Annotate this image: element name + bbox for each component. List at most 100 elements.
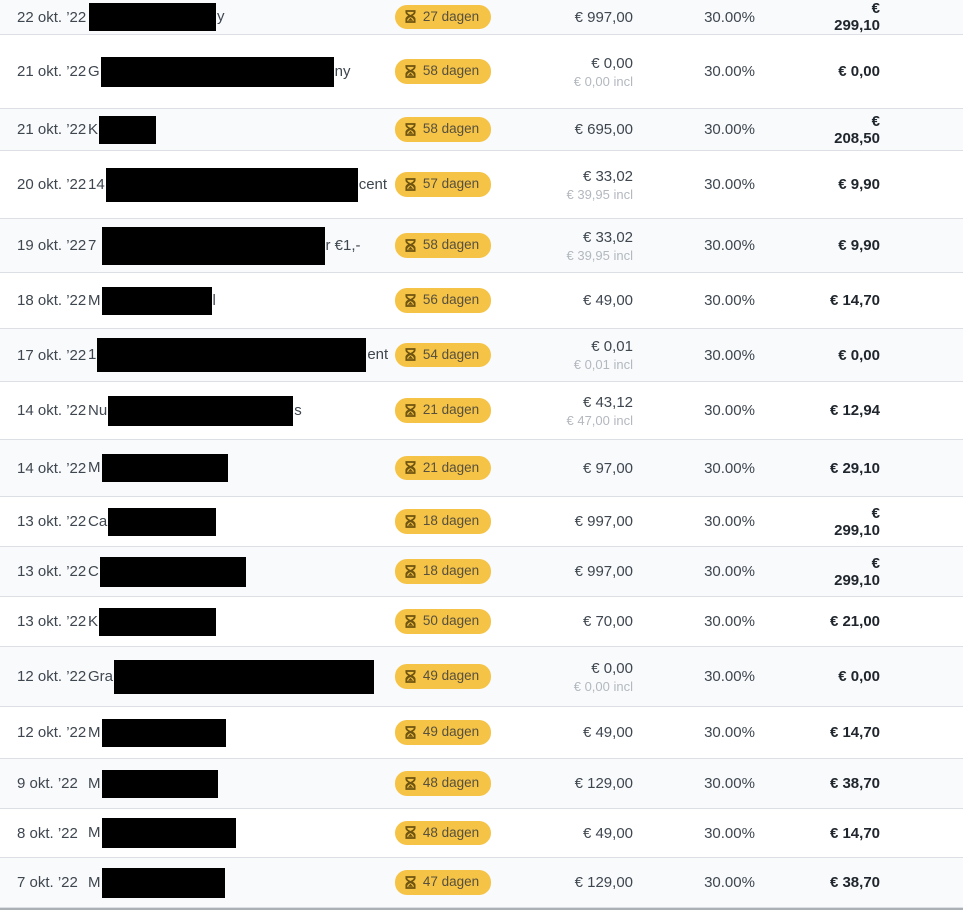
days-remaining-badge: 48 dagen [394, 820, 492, 846]
days-remaining-label: 18 dagen [422, 563, 480, 579]
amount-cell: € 997,00 [498, 513, 633, 530]
table-row[interactable]: 13 okt. ’22 Ca 18 dagen € 997,00 30.00% … [0, 497, 963, 547]
days-remaining-badge: 49 dagen [394, 664, 492, 689]
redaction-bar [101, 286, 212, 315]
order-date: 17 okt. ’22 [17, 346, 87, 364]
amount-excl: € 49,00 [582, 292, 633, 309]
redaction-bar [105, 167, 358, 202]
commission-amount: € 299,10 [834, 554, 880, 589]
amount-cell: € 70,00 [498, 613, 633, 630]
table-row[interactable]: 7 okt. ’22 M 47 dagen € 129,00 30.00% € … [0, 858, 963, 908]
customer-name: M [88, 867, 388, 898]
days-remaining-label: 58 dagen [422, 121, 480, 137]
customer-name: 7 r €1,- [88, 226, 388, 265]
customer-name-prefix: M [88, 458, 101, 476]
table-row[interactable]: 13 okt. ’22 C 18 dagen € 997,00 30.00% €… [0, 547, 963, 597]
customer-name-prefix: K [88, 612, 99, 630]
redaction-bar [99, 607, 217, 636]
customer-name-prefix: M [88, 723, 101, 741]
customer-name-prefix: 7 [88, 236, 101, 254]
amount-cell: € 0,01 € 0,01 incl [498, 338, 633, 372]
commission-rate: 30.00% [704, 724, 755, 741]
commission-rate: 30.00% [704, 176, 755, 193]
hourglass-icon [405, 826, 416, 839]
amount-excl: € 0,00 [591, 54, 633, 72]
days-cell: 48 dagen [388, 771, 498, 796]
days-remaining-badge: 58 dagen [394, 59, 492, 84]
hourglass-icon [405, 293, 416, 307]
hourglass-icon [405, 514, 416, 528]
amount-cell: € 0,00 € 0,00 incl [498, 55, 633, 89]
order-date: 13 okt. ’22 [17, 613, 87, 630]
amount-excl: € 695,00 [574, 121, 633, 138]
days-cell: 58 dagen [388, 117, 498, 142]
commission-rate: 30.00% [704, 775, 755, 792]
customer-name: 1 ent [88, 338, 388, 372]
days-remaining-badge: 21 dagen [394, 398, 492, 423]
table-row[interactable]: 22 okt. ’22 y 27 dagen € 997,00 30.00% €… [0, 0, 963, 35]
redaction-bar [108, 507, 217, 536]
hourglass-icon [405, 177, 416, 191]
table-row[interactable]: 20 okt. ’22 14 cent 57 dagen € 33,02 € 39… [0, 151, 963, 219]
customer-name-suffix: cent [358, 175, 388, 193]
amount-cell: € 0,00 € 0,00 incl [498, 660, 633, 694]
hourglass-icon [405, 122, 416, 136]
amount-incl: € 39,95 incl [566, 186, 634, 202]
days-remaining-label: 21 dagen [422, 459, 480, 475]
customer-name-suffix: y [217, 7, 225, 25]
hourglass-icon [405, 875, 416, 889]
days-cell: 54 dagen [388, 342, 498, 368]
table-row[interactable]: 19 okt. ’22 7 r €1,- 58 dagen € 33,02 € … [0, 219, 963, 273]
hourglass-icon [405, 64, 416, 78]
table-row[interactable]: 14 okt. ’22 M 21 dagen € 97,00 30.00% € … [0, 440, 963, 497]
customer-name-prefix: K [88, 120, 99, 138]
hourglass-icon [405, 776, 416, 790]
commission-rate: 30.00% [704, 121, 755, 138]
days-cell: 56 dagen [388, 288, 498, 313]
table-row[interactable]: 12 okt. ’22 M 49 dagen € 49,00 30.00% € … [0, 707, 963, 759]
amount-cell: € 43,12 € 47,00 incl [498, 394, 634, 428]
customer-name-suffix: l [212, 291, 216, 309]
table-row[interactable]: 8 okt. ’22 M 48 dagen € 49,00 30.00% € 1… [0, 809, 963, 858]
order-date: 21 okt. ’22 [17, 63, 87, 80]
commission-amount: € 0,00 [838, 346, 880, 364]
table-row[interactable]: 17 okt. ’22 1 ent 54 dagen € 0,01 € 0,01 … [0, 329, 963, 382]
table-row[interactable]: 12 okt. ’22 Gra 49 dagen € 0,00 € 0,00 i… [0, 647, 963, 707]
commission-rate: 30.00% [704, 613, 755, 630]
customer-name-prefix: 1 [88, 345, 97, 363]
days-remaining-badge: 49 dagen [394, 720, 492, 745]
days-cell: 47 dagen [388, 870, 498, 895]
table-row[interactable]: 21 okt. ’22 K 58 dagen € 695,00 30.00% €… [0, 109, 963, 151]
table-row[interactable]: 13 okt. ’22 K 50 dagen € 70,00 30.00% € … [0, 597, 963, 647]
order-date: 20 okt. ’22 [17, 176, 87, 193]
commission-amount: € 14,70 [829, 292, 880, 309]
customer-name: M [88, 818, 388, 848]
commission-amount: € 21,00 [829, 613, 880, 630]
table-row[interactable]: 14 okt. ’22 Nu s 21 dagen € 43,12 € 47,00… [0, 382, 963, 440]
commission-rate: 30.00% [704, 513, 755, 530]
commission-amount: € 299,10 [834, 504, 880, 539]
table-row[interactable]: 9 okt. ’22 M 48 dagen € 129,00 30.00% € … [0, 759, 963, 809]
days-remaining-label: 47 dagen [422, 874, 480, 890]
order-date: 14 okt. ’22 [17, 459, 87, 477]
amount-cell: € 49,00 [498, 724, 633, 741]
redaction-bar [89, 3, 216, 31]
customer-name-suffix: ent [367, 345, 388, 363]
customer-name: 14 cent [88, 167, 388, 202]
commission-amount: € 14,70 [829, 824, 880, 842]
amount-excl: € 0,01 [591, 338, 633, 355]
customer-name-prefix: 14 [88, 175, 105, 193]
customer-name: Ca [88, 507, 388, 536]
commission-rate: 30.00% [704, 237, 755, 254]
customer-name: K [88, 607, 388, 636]
days-remaining-badge: 47 dagen [394, 870, 492, 895]
customer-name-prefix: Gra [88, 667, 114, 685]
days-remaining-label: 21 dagen [422, 402, 480, 418]
hourglass-icon [405, 725, 416, 739]
redaction-bar [101, 867, 225, 898]
order-date: 21 okt. ’22 [17, 121, 87, 138]
amount-cell: € 33,02 € 39,95 incl [498, 168, 634, 202]
